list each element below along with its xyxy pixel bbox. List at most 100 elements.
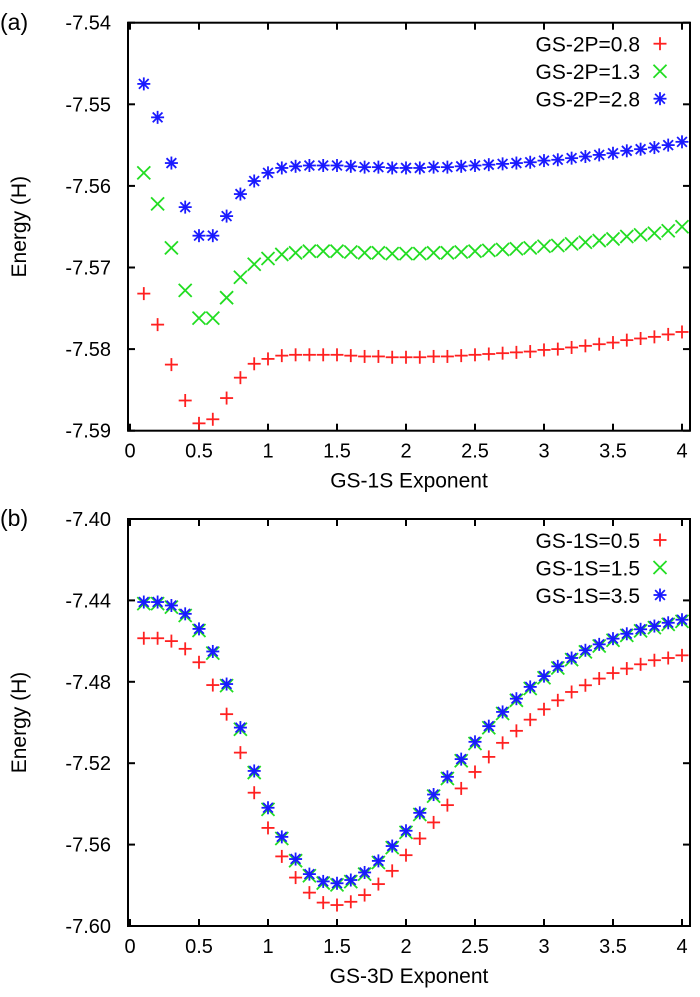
data-point [261,801,275,815]
marker-stroke [674,219,690,234]
marker-stroke [621,628,633,640]
data-point [302,159,316,172]
data-point [482,158,496,172]
data-point [592,637,606,651]
marker-stroke [414,162,426,174]
marker-stroke [303,868,315,880]
x-tick-label: 2 [400,936,411,958]
data-point [192,416,206,430]
data-point [219,290,234,305]
data-point [454,159,468,173]
data-point [136,165,151,180]
data-point [509,724,523,738]
data-point [344,159,358,173]
data-point [330,348,344,362]
data-point [440,770,454,784]
data-point [427,349,441,363]
marker-stroke [483,720,495,732]
marker-stroke [165,157,177,169]
y-axis-title: Energy (H) [8,176,31,278]
marker-stroke [207,645,219,657]
data-point [564,236,579,251]
data-point [551,153,565,167]
marker-stroke [676,136,688,148]
data-point [233,187,247,201]
marker-stroke [207,230,219,242]
data-point [220,209,234,223]
data-point [661,651,675,665]
data-point [137,595,151,609]
marker-stroke [400,162,412,174]
data-point [247,357,261,371]
data-point [592,672,606,686]
data-point [551,693,565,707]
data-point [385,350,399,364]
y-axis-title: Energy (H) [8,672,31,774]
marker-stroke [316,244,331,259]
data-point [260,251,276,266]
marker-stroke [247,257,262,272]
marker-stroke [579,644,591,656]
data-point [537,669,551,683]
marker-stroke [592,233,607,248]
data-point [206,644,220,658]
y-tick-label: -7.54 [65,13,111,35]
data-point [565,340,579,354]
data-point [371,877,385,891]
data-point [399,848,413,862]
data-point [316,348,330,362]
series-plus [137,631,689,912]
y-tick-label: -7.52 [65,753,111,775]
data-point [537,702,551,716]
marker-stroke [248,765,260,777]
marker-stroke [357,245,372,260]
data-point [261,821,275,835]
data-point [302,886,316,900]
data-point [275,349,289,363]
data-point [399,824,413,838]
data-point [358,888,372,902]
y-tick-label: -7.56 [65,835,111,857]
data-point [178,394,192,408]
data-point [164,358,178,372]
data-point [578,339,592,353]
data-point [358,349,372,363]
data-point [537,154,551,168]
data-point [205,310,220,326]
marker-stroke [469,736,481,748]
marker-stroke [579,151,591,163]
data-point [606,336,620,350]
legend-plus-icon [653,533,667,547]
data-point [220,707,234,721]
data-point [316,159,330,172]
marker-stroke [538,670,550,682]
legend-label: GS-2P=1.3 [536,61,640,84]
marker-stroke [398,246,414,261]
x-tick-label: 0 [124,441,135,463]
data-point [523,713,537,727]
data-point [565,651,579,665]
data-point [578,235,593,250]
marker-stroke [566,652,578,664]
marker-stroke [621,145,633,157]
data-point [578,643,592,657]
x-axis-title: GS-1S Exponent [330,470,488,493]
data-point [440,798,454,812]
x-tick-label: 1 [262,441,273,463]
marker-stroke [386,840,398,852]
y-tick-label: -7.48 [65,672,111,694]
x-tick-label: 2.5 [461,936,489,958]
data-point [675,613,689,627]
data-point [413,831,427,845]
data-point [261,166,275,180]
marker-stroke [426,245,441,260]
data-point [178,200,192,214]
data-point [247,257,262,272]
data-point [178,283,193,298]
y-tick-label: -7.58 [65,339,111,361]
marker-stroke [178,283,193,298]
data-point [440,245,455,260]
data-point [150,196,165,211]
data-point [358,160,372,174]
data-point [565,151,579,165]
